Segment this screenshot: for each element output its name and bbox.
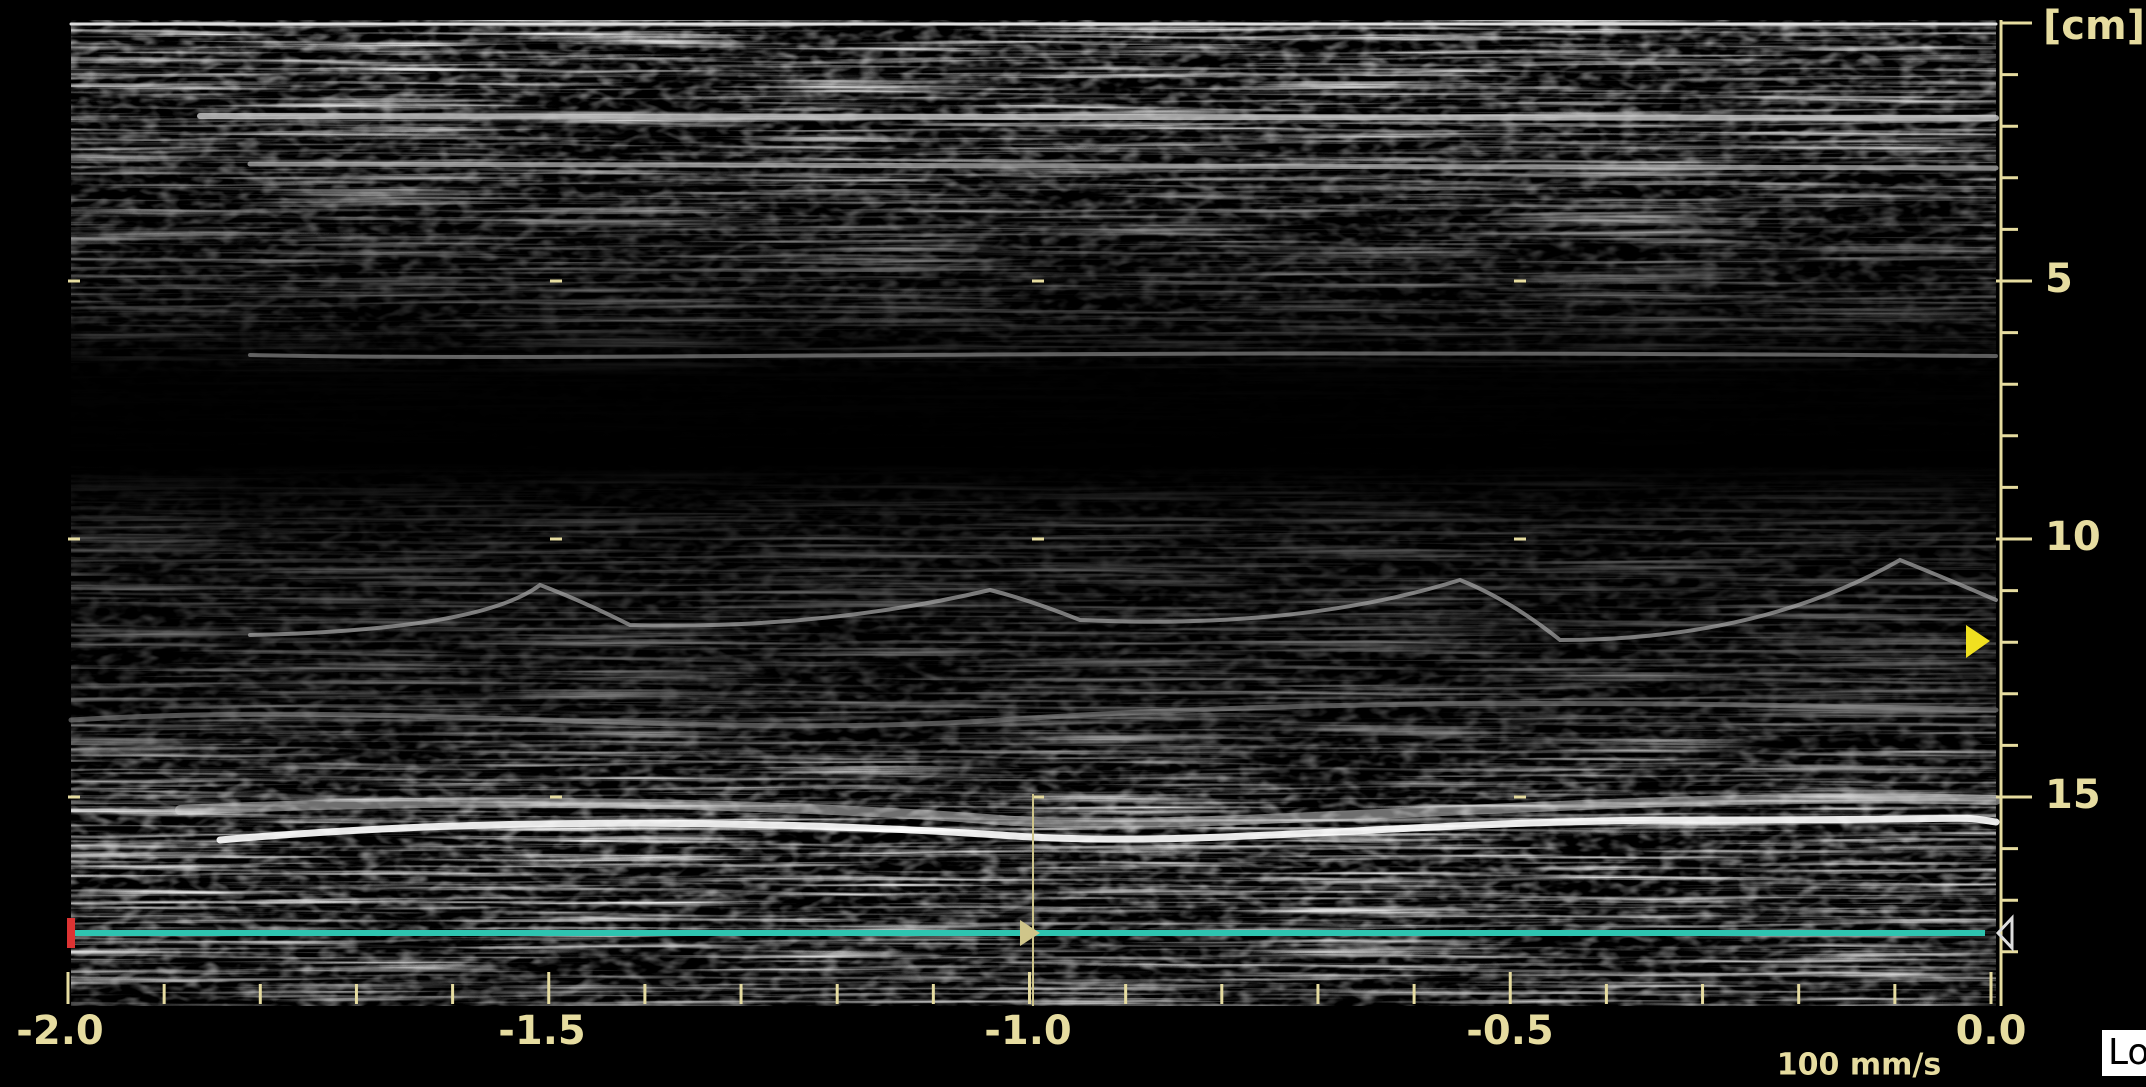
m-mode-screen: [cm] 5 10 15 -2.0 -1.5 -1.0 -0.5 0.0 100…	[0, 0, 2146, 1087]
page: [cm] 5 10 15 -2.0 -1.5 -1.0 -0.5 0.0 100…	[0, 0, 2146, 1087]
depth-label: 10	[2045, 514, 2101, 560]
cursor-start	[67, 918, 75, 948]
time-label: -1.5	[498, 1008, 585, 1054]
sweep-speed: 100 mm/s	[1777, 1048, 1941, 1083]
time-label: -0.5	[1466, 1008, 1553, 1054]
time-label: -1.0	[984, 1008, 1071, 1054]
depth-unit: [cm]	[2043, 3, 2145, 49]
depth-label: 15	[2045, 772, 2101, 818]
depth-label: 5	[2045, 256, 2073, 302]
time-label: -2.0	[16, 1008, 103, 1054]
time-label: 0.0	[1956, 1008, 2027, 1054]
corner-label: Lo	[2108, 1032, 2146, 1073]
